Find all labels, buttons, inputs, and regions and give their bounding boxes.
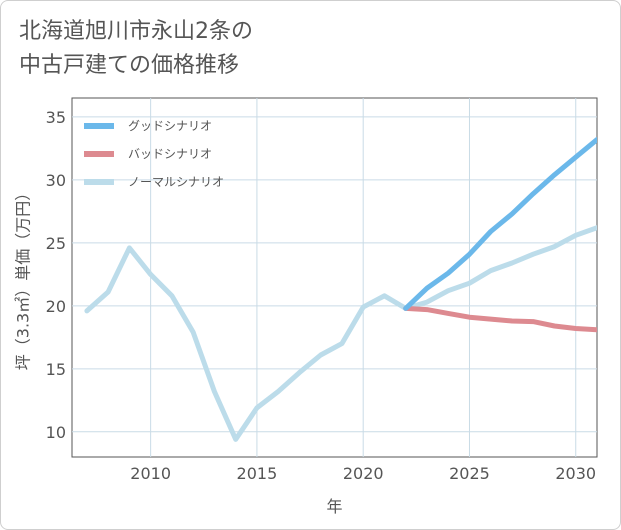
chart-title: 北海道旭川市永山2条の 中古戸建ての価格推移 [19, 15, 253, 83]
chart-title-line-2: 中古戸建ての価格推移 [19, 53, 240, 78]
y-tick-label-35: 35 [46, 108, 66, 127]
y-tick-label-30: 30 [46, 171, 66, 190]
chart-title-line-1: 北海道旭川市永山2条の [19, 19, 253, 44]
legend-label-2: ノーマルシナリオ [128, 175, 224, 189]
x-tick-label-2010: 2010 [130, 464, 171, 483]
x-axis-label: 年 [326, 497, 342, 516]
plot-area [71, 97, 598, 458]
legend-label-0: グッドシナリオ [128, 119, 212, 133]
legend-label-1: バッドシナリオ [128, 147, 212, 161]
series-line-0 [403, 137, 597, 311]
y-tick-label-10: 10 [46, 423, 66, 442]
x-tick-label-2030: 2030 [555, 464, 596, 483]
x-tick-label-2020: 2020 [343, 464, 384, 483]
y-tick-label-20: 20 [46, 297, 66, 316]
series-line-1 [403, 305, 597, 333]
x-tick-label-2015: 2015 [237, 464, 278, 483]
y-axis-label: 坪（3.3㎡）単価（万円） [14, 185, 33, 370]
y-tick-label-25: 25 [46, 234, 66, 253]
x-tick-label-2025: 2025 [449, 464, 490, 483]
y-tick-label-15: 15 [46, 360, 66, 379]
series-line-2 [84, 225, 597, 442]
